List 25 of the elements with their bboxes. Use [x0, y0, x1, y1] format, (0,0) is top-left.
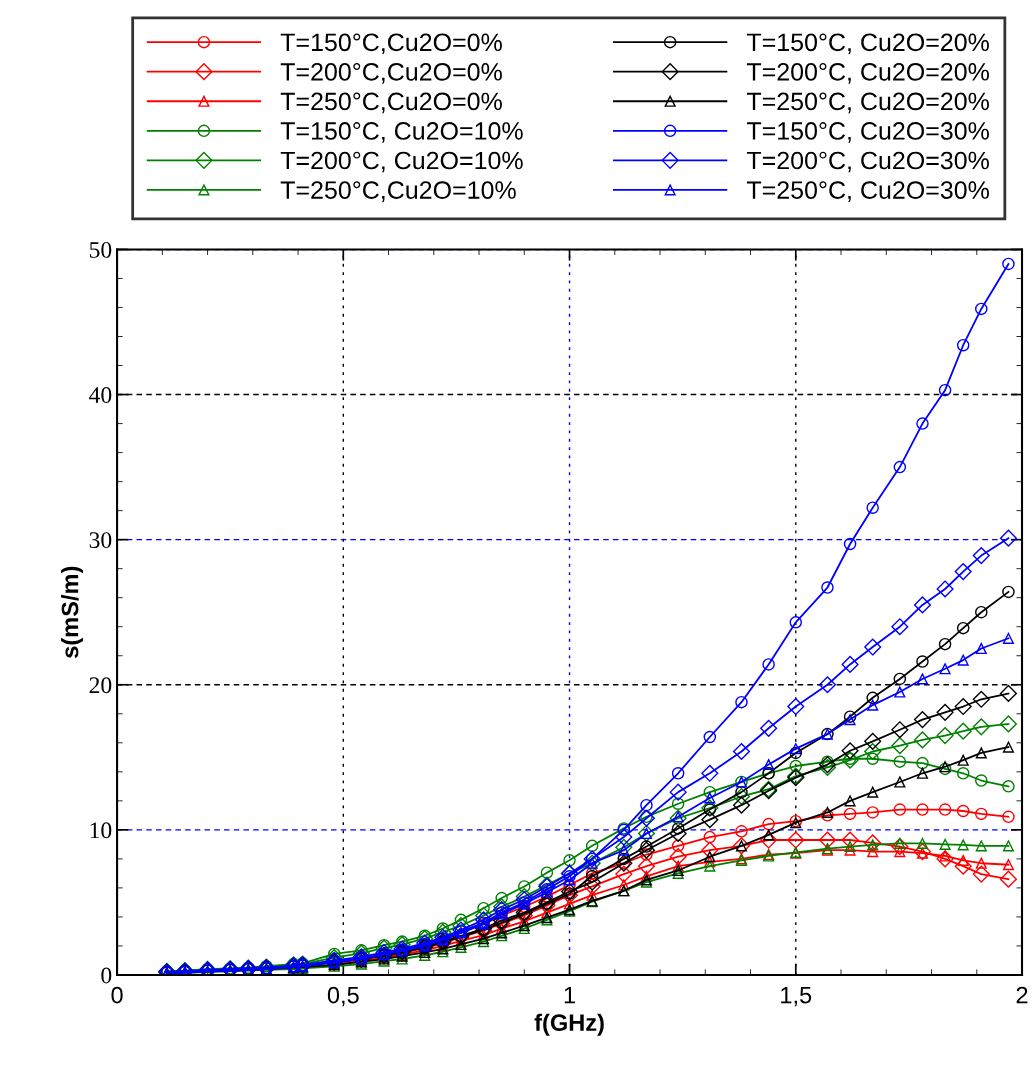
- legend-label: T=250°C,Cu2O=10%: [280, 181, 516, 202]
- legend-label: T=200°C, Cu2O=30%: [746, 151, 989, 173]
- x-tick-label: 1: [564, 986, 575, 1004]
- x-tick-label: 1,5: [781, 986, 812, 1007]
- legend-label: T=150°C,Cu2O=0%: [280, 33, 502, 55]
- legend-label: T=150°C, Cu2O=10%: [280, 122, 523, 143]
- legend-label: T=150°C, Cu2O=30%: [746, 122, 989, 143]
- legend-label: T=200°C, Cu2O=20%: [746, 63, 989, 84]
- legend-label: T=150°C, Cu2O=20%: [746, 33, 989, 55]
- y-tick-label: 0: [101, 967, 112, 984]
- legend-label: T=200°C,Cu2O=0%: [280, 63, 502, 84]
- y-axis-title: s(mS/m): [61, 566, 84, 658]
- y-tick-label: 50: [89, 241, 112, 258]
- x-tick-label: 2: [1016, 986, 1028, 1004]
- y-tick-label: 10: [90, 822, 112, 839]
- legend-label: T=250°C,Cu2O=0%: [280, 92, 502, 114]
- x-axis-title: f(GHz): [534, 1013, 604, 1036]
- y-tick-label: 40: [89, 387, 112, 403]
- x-tick-label: 0,5: [327, 986, 359, 1007]
- y-tick-label: 20: [89, 677, 112, 694]
- y-tick-label: 30: [89, 532, 112, 549]
- legend-label: T=250°C, Cu2O=30%: [746, 181, 989, 202]
- x-tick-label: 0: [111, 986, 123, 1004]
- legend-label: T=200°C, Cu2O=10%: [280, 151, 523, 173]
- legend-label: T=250°C, Cu2O=20%: [746, 92, 989, 114]
